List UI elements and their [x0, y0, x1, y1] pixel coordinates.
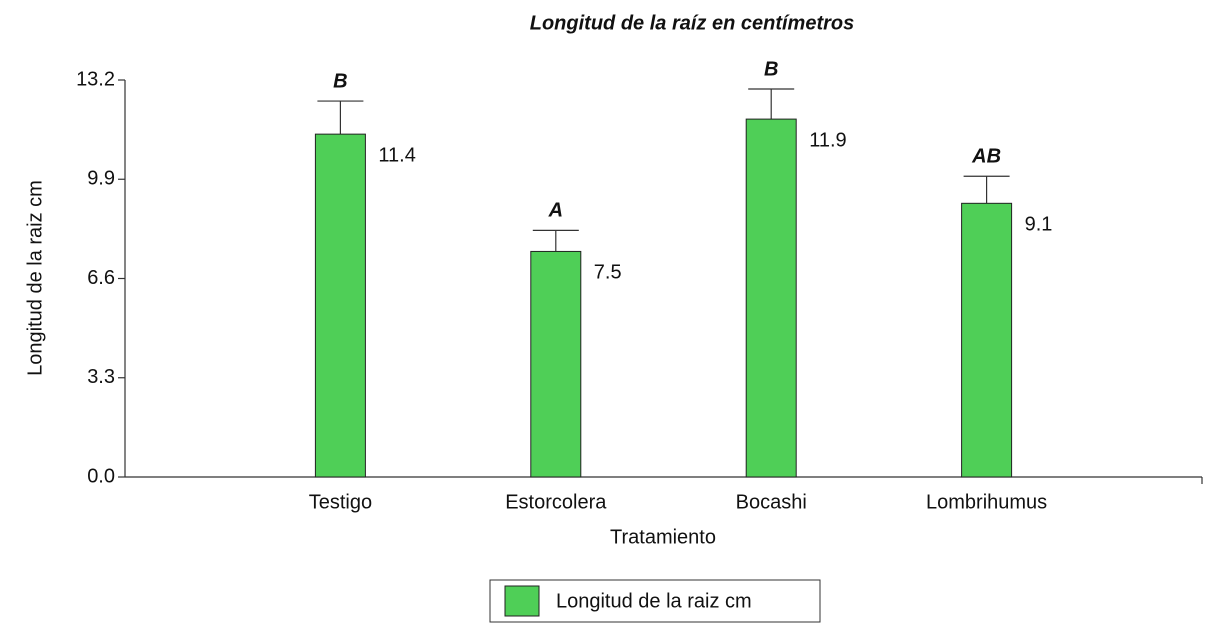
y-tick-label: 13.2: [76, 68, 115, 90]
chart-title: Longitud de la raíz en centímetros: [530, 12, 855, 34]
significance-letter: A: [548, 200, 563, 222]
x-axis-label: Tratamiento: [610, 526, 716, 548]
y-tick-label: 9.9: [87, 168, 115, 190]
x-tick-label: Bocashi: [736, 491, 807, 513]
legend-swatch: [504, 585, 540, 617]
bar: [530, 250, 582, 478]
value-label: 9.1: [1025, 214, 1053, 236]
value-label: 11.4: [378, 144, 415, 166]
legend-label: Longitud de la raiz cm: [556, 590, 752, 612]
y-tick-label: 3.3: [87, 366, 115, 388]
value-label: 11.9: [809, 129, 846, 151]
x-tick-label: Lombrihumus: [926, 491, 1047, 513]
y-tick-label: 0.0: [87, 465, 115, 487]
x-tick-label: Estorcolera: [505, 491, 607, 513]
significance-letter: B: [333, 70, 347, 92]
bar: [961, 202, 1013, 478]
value-label: 7.5: [594, 262, 622, 284]
legend-box: [489, 579, 821, 623]
bar: [745, 118, 797, 478]
significance-letter: AB: [971, 146, 1001, 168]
significance-letter: B: [764, 58, 778, 80]
y-axis-label: Longitud de la raiz cm: [24, 180, 46, 376]
bar: [314, 133, 366, 478]
y-tick-label: 6.6: [87, 267, 115, 289]
x-tick-label: Testigo: [309, 491, 372, 513]
